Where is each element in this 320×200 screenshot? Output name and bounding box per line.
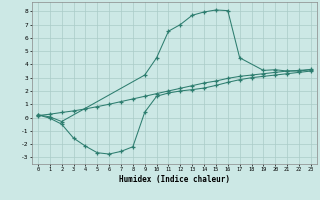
X-axis label: Humidex (Indice chaleur): Humidex (Indice chaleur) xyxy=(119,175,230,184)
